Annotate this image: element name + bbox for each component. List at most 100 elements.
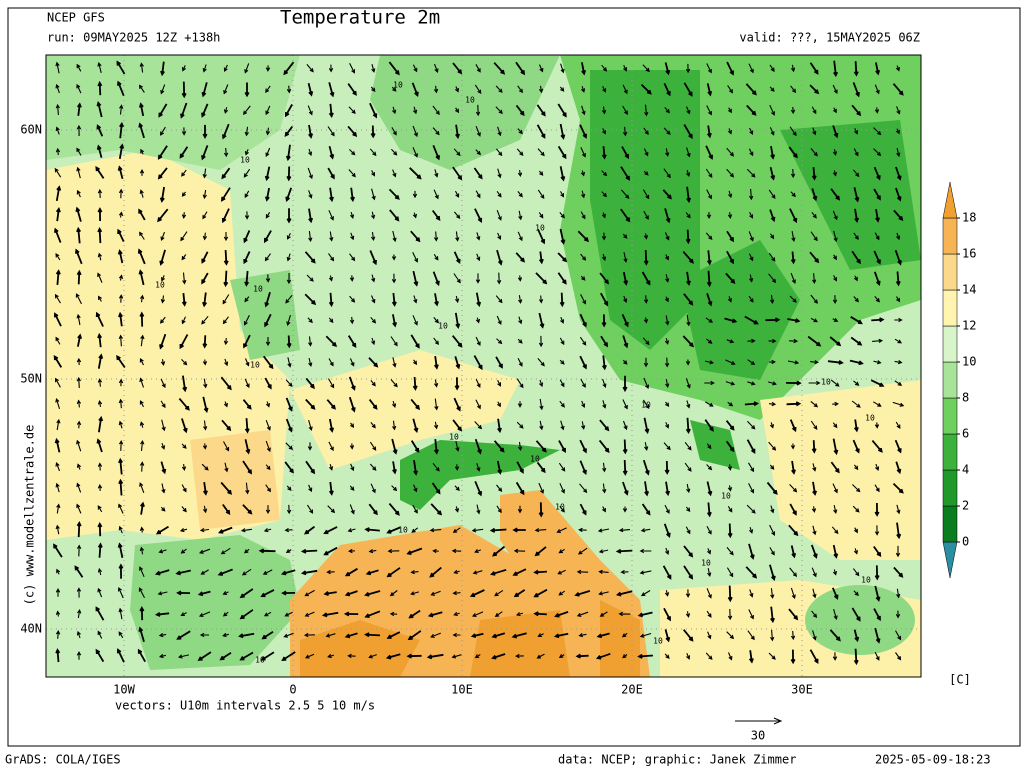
wind-arrow [118, 311, 123, 327]
wind-arrow [598, 591, 609, 596]
wind-arrow [622, 420, 628, 431]
wind-arrow [55, 482, 60, 493]
wind-arrow [495, 356, 503, 369]
wind-arrow [580, 211, 586, 220]
wind-arrow [853, 380, 860, 386]
wind-arrow [643, 377, 650, 390]
wind-arrow [601, 212, 606, 219]
wind-arrow [413, 484, 418, 493]
wind-arrow [181, 65, 186, 72]
wind-arrow [789, 295, 797, 303]
wind-arrow [304, 653, 315, 659]
wind-arrow [615, 590, 633, 597]
wind-arrow [76, 357, 82, 366]
wind-arrow [665, 481, 671, 497]
wind-arrow [327, 126, 335, 137]
wind-arrow [517, 505, 523, 514]
wind-arrow [139, 606, 145, 621]
wind-arrow [286, 232, 291, 240]
wind-arrow [222, 294, 230, 305]
wind-arrow [749, 127, 754, 136]
wind-arrow [577, 547, 588, 555]
wind-arrow [55, 147, 61, 156]
wind-arrow [433, 189, 439, 200]
wind-arrow [55, 126, 60, 135]
wind-arrow [179, 528, 188, 533]
wind-arrow [244, 190, 250, 199]
wind-arrow [262, 569, 273, 575]
wind-arrow [728, 107, 732, 114]
wind-arrow [832, 569, 838, 576]
wind-arrow [685, 589, 691, 598]
wind-arrow [452, 527, 461, 533]
wind-arrow [97, 80, 103, 96]
wind-arrow [304, 589, 315, 597]
wind-arrow [489, 527, 507, 533]
wind-arrow [97, 353, 104, 369]
wind-arrow [620, 166, 630, 181]
wind-arrow [874, 422, 880, 429]
wind-arrow [475, 190, 481, 199]
run-info: run: 09MAY2025 12Z +138h [47, 31, 220, 45]
wind-arrow [118, 525, 123, 534]
wind-arrow [873, 608, 881, 622]
wind-arrow [558, 440, 566, 454]
wind-arrow [264, 313, 272, 328]
wind-arrow [873, 127, 882, 136]
wind-arrow [599, 419, 610, 432]
wind-arrow [768, 273, 777, 284]
wind-arrow [118, 439, 124, 451]
wind-arrow [97, 399, 103, 407]
wind-arrow [199, 632, 209, 638]
wind-arrow [811, 211, 817, 219]
wind-arrow [155, 525, 169, 535]
wind-arrow [790, 545, 797, 559]
wind-arrow [76, 482, 82, 493]
wind-arrow [181, 418, 188, 434]
wind-arrow [812, 481, 818, 496]
wind-arrow [769, 64, 775, 73]
wind-arrow [432, 462, 440, 472]
wind-arrow [789, 126, 797, 137]
wind-arrow [471, 528, 484, 533]
wind-arrow [471, 611, 484, 617]
wind-arrow [491, 653, 506, 660]
wind-arrow [595, 652, 611, 660]
wind-arrow [155, 611, 170, 617]
wind-arrow [328, 378, 335, 389]
wind-arrow [871, 317, 885, 323]
wind-arrow [220, 187, 231, 202]
wind-arrow [536, 461, 546, 474]
wind-arrow [258, 548, 276, 554]
contour-label: 10 [250, 361, 260, 370]
wind-arrow [412, 190, 418, 199]
wind-arrow [179, 334, 189, 350]
wind-arrow [118, 420, 123, 429]
wind-arrow [369, 102, 378, 119]
wind-arrow [643, 170, 649, 176]
colorbar-label: 8 [962, 391, 969, 405]
wind-arrow [515, 481, 525, 496]
wind-arrow [665, 148, 670, 157]
wind-arrow [412, 125, 418, 138]
wind-arrow [559, 212, 565, 219]
wind-arrow [413, 295, 418, 304]
lon-label: 0 [289, 683, 296, 697]
wind-arrow [370, 232, 376, 242]
wind-arrow [388, 188, 400, 200]
wind-arrow [434, 293, 439, 307]
wind-arrow [433, 63, 439, 73]
wind-arrow [329, 418, 335, 433]
wind-arrow [809, 251, 820, 264]
wind-arrow [643, 417, 650, 435]
wind-arrow [474, 208, 483, 223]
wind-arrow [180, 231, 188, 242]
wind-arrow [160, 378, 166, 389]
wind-arrow [853, 590, 859, 597]
software-credit: GrADS: COLA/IGES [5, 753, 121, 767]
wind-arrow [601, 106, 607, 115]
wind-arrow [727, 585, 733, 603]
wind-arrow [686, 169, 691, 177]
wind-arrow [874, 232, 880, 241]
wind-arrow [307, 82, 314, 97]
